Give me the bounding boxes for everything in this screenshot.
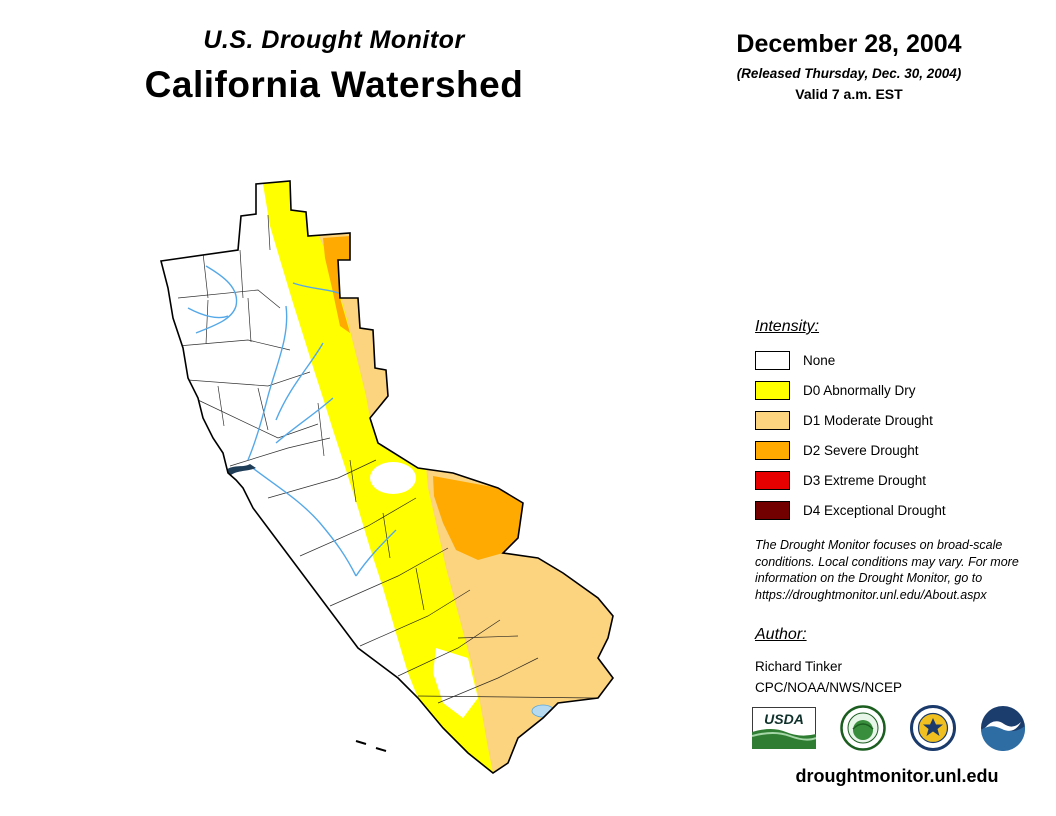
- legend-item-d0: D0 Abnormally Dry: [755, 381, 1045, 400]
- map-container: [118, 158, 638, 808]
- map-d1-region-northeast: [314, 226, 388, 418]
- map-none-pocket-central: [370, 462, 416, 494]
- legend-swatch-d2: [755, 441, 790, 460]
- map-d2-region-eastcentral: [433, 476, 523, 560]
- legend-label-none: None: [803, 353, 836, 368]
- map-outline: [160, 180, 614, 774]
- legend-item-d1: D1 Moderate Drought: [755, 411, 1045, 430]
- page-title: U.S. Drought Monitor: [203, 26, 465, 54]
- author-org: CPC/NOAA/NWS/NCEP: [755, 679, 903, 695]
- commerce-seal-logo: [910, 705, 956, 756]
- legend-item-d2: D2 Severe Drought: [755, 441, 1045, 460]
- disclaimer-text: The Drought Monitor focuses on broad-sca…: [755, 538, 1019, 602]
- legend-label-d0: D0 Abnormally Dry: [803, 383, 916, 398]
- legend-swatch-d1: [755, 411, 790, 430]
- legend-heading: Intensity:: [755, 318, 820, 335]
- legend-swatch-d0: [755, 381, 790, 400]
- author-block: Author: Richard Tinker CPC/NOAA/NWS/NCEP: [755, 626, 1041, 699]
- channel-islands: [355, 740, 387, 752]
- legend: Intensity: None D0 Abnormally Dry D1 Mod…: [755, 318, 1045, 531]
- legend-item-none: None: [755, 351, 1045, 370]
- logo-row: USDA: [751, 705, 1042, 756]
- legend-label-d2: D2 Severe Drought: [803, 443, 919, 458]
- noaa-logo: [980, 705, 1026, 756]
- valid-time: Valid 7 a.m. EST: [795, 86, 903, 102]
- title-block: U.S. Drought Monitor California Watershe…: [108, 26, 560, 106]
- usda-logo: USDA: [751, 707, 817, 754]
- release-date: (Released Thursday, Dec. 30, 2004): [736, 66, 962, 81]
- legend-label-d3: D3 Extreme Drought: [803, 473, 927, 488]
- ndmc-logo: [840, 705, 886, 756]
- sf-bay: [226, 464, 256, 476]
- svg-text:USDA: USDA: [764, 711, 804, 727]
- legend-label-d4: D4 Exceptional Drought: [803, 503, 946, 518]
- author-heading: Author:: [755, 626, 807, 643]
- map-d2-region-northeast: [323, 236, 350, 333]
- watershed-boundaries: [177, 214, 597, 704]
- author-name: Richard Tinker: [755, 659, 843, 674]
- legend-item-d3: D3 Extreme Drought: [755, 471, 1045, 490]
- date-block: December 28, 2004 (Released Thursday, De…: [703, 30, 995, 102]
- legend-swatch-d3: [755, 471, 790, 490]
- legend-swatch-d4: [755, 501, 790, 520]
- legend-swatch-none: [755, 351, 790, 370]
- legend-label-d1: D1 Moderate Drought: [803, 413, 933, 428]
- legend-item-d4: D4 Exceptional Drought: [755, 501, 1045, 520]
- rivers: [187, 265, 397, 577]
- page-subtitle: California Watershed: [144, 64, 524, 105]
- footer-url: droughtmonitor.unl.edu: [795, 766, 999, 786]
- california-watershed-map: [160, 180, 614, 774]
- map-date: December 28, 2004: [736, 30, 962, 58]
